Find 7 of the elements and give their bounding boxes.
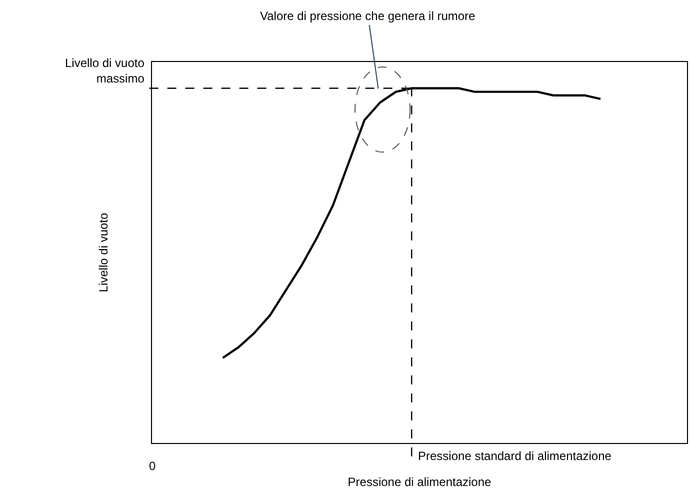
text: Pressione standard di alimentazione <box>418 449 612 463</box>
text: Livello di vuoto <box>96 212 110 292</box>
text: Valore di pressione che genera il rumore <box>260 9 476 23</box>
text: massimo <box>96 72 144 86</box>
text: 0 <box>149 459 156 473</box>
x-axis-title: Pressione di alimentazione <box>348 475 492 489</box>
y-axis-title: Livello di vuoto <box>65 56 145 70</box>
